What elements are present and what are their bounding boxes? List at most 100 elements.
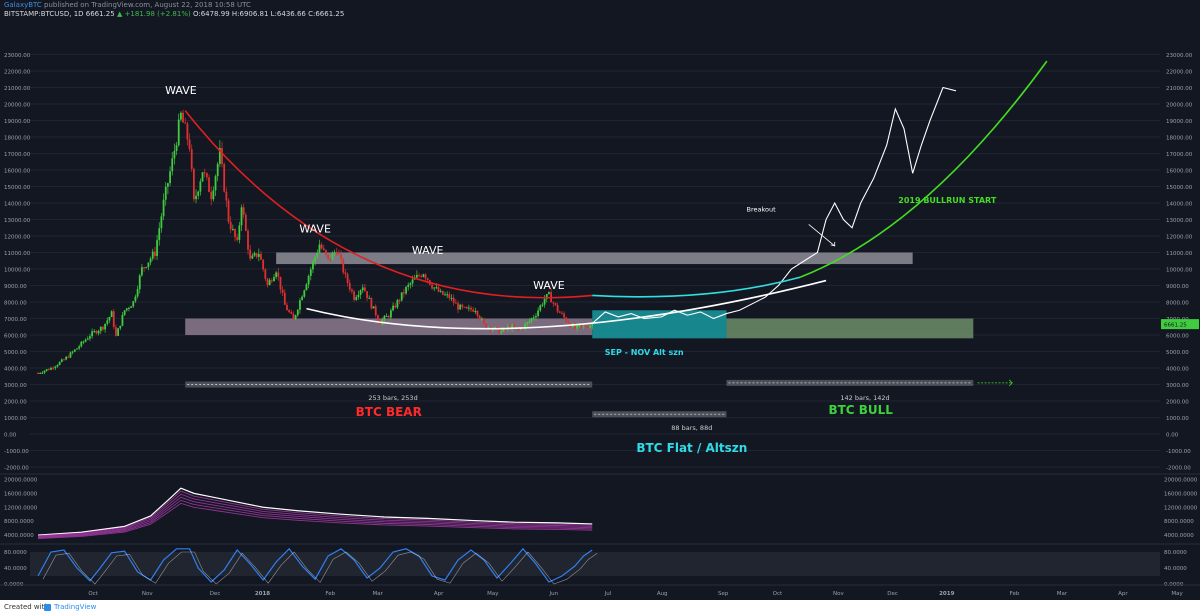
candle-body <box>340 254 342 260</box>
ind1-tick-left: 12000.0000 <box>4 505 38 511</box>
candle-body <box>188 139 191 150</box>
stoch-k-line <box>37 547 593 583</box>
x-tick-label: Nov <box>833 591 844 597</box>
candle-body <box>89 336 91 339</box>
candle-body <box>208 177 210 192</box>
y-tick-label-right: 1000.00 <box>1166 416 1189 422</box>
y-tick-label-left: 11000.00 <box>4 251 31 257</box>
candle-body <box>342 259 345 273</box>
candle-body <box>394 305 397 308</box>
candle-body <box>554 303 557 305</box>
candle-body <box>177 119 180 146</box>
candle-body <box>231 228 234 230</box>
candle-body <box>325 249 327 255</box>
candle-body <box>121 314 124 326</box>
candle-body <box>409 283 412 285</box>
candle-body <box>82 341 85 343</box>
x-tick-label: 2018 <box>255 591 270 597</box>
candle-body <box>435 287 438 289</box>
candle-body <box>316 252 319 257</box>
candle-body <box>424 274 427 279</box>
candle-body <box>355 297 358 300</box>
y-tick-label-right: 10000.00 <box>1166 268 1193 274</box>
candle-body <box>299 300 301 310</box>
tradingview-brand[interactable]: TradingView <box>54 603 97 611</box>
candle-body <box>201 172 204 182</box>
y-tick-label-left: 20000.00 <box>4 103 31 109</box>
candle-body <box>452 297 455 303</box>
x-tick-label: Jun <box>549 591 559 597</box>
candle-body <box>192 168 195 200</box>
candle-body <box>288 310 291 312</box>
candle-body <box>292 313 295 320</box>
candle-body <box>426 278 429 281</box>
y-tick-label-left: 23000.00 <box>4 53 31 59</box>
y-tick-label-right: 12000.00 <box>1166 235 1193 241</box>
candle-body <box>407 284 410 287</box>
candle-body <box>565 317 568 322</box>
y-tick-label-right: 16000.00 <box>1166 169 1193 175</box>
y-tick-label-left: 10000.00 <box>4 268 31 274</box>
y-tick-label-left: 8000.00 <box>4 301 27 307</box>
candle-body <box>132 301 135 307</box>
candle-body <box>255 253 258 257</box>
x-tick-label: May <box>487 591 499 597</box>
candle-body <box>223 164 226 192</box>
candle-body <box>543 298 546 305</box>
candle-body <box>171 158 174 172</box>
y-tick-label-right: 4000.00 <box>1166 367 1189 373</box>
candle-body <box>108 317 111 321</box>
y-tick-label-left: 0.00 <box>4 433 17 439</box>
candle-body <box>474 310 477 312</box>
candle-body <box>372 306 375 309</box>
candle-body <box>582 325 585 327</box>
candle-body <box>123 310 126 315</box>
candle-body <box>344 272 347 275</box>
candle-body <box>212 190 215 200</box>
x-tick-label: Nov <box>142 591 153 597</box>
candle-body <box>117 328 120 336</box>
y-tick-label-left: 9000.00 <box>4 284 27 290</box>
candle-body <box>50 367 52 370</box>
ind1-line <box>37 490 593 537</box>
candle-body <box>167 183 169 187</box>
candle-body <box>56 365 59 367</box>
candle-body <box>359 290 362 295</box>
y-tick-label-right: 8000.00 <box>1166 301 1189 307</box>
y-tick-label-right: 11000.00 <box>1166 251 1193 257</box>
candle-body <box>556 304 559 312</box>
annotation-bullrun: 2019 BULLRUN START <box>898 196 997 205</box>
candle-body <box>110 311 113 318</box>
chart-header: GalaxyBTC published on TradingView.com, … <box>0 0 1200 20</box>
ind1-tick-right: 8000.0000 <box>1164 519 1194 525</box>
y-tick-label-right: 2000.00 <box>1166 400 1189 406</box>
candle-body <box>329 258 332 260</box>
candle-body <box>476 310 479 316</box>
price-chart[interactable]: 23000.00 23000.00 22000.00 22000.00 21000.00… <box>0 20 1200 600</box>
candle-body <box>39 372 42 374</box>
candle-body <box>465 306 468 309</box>
candle-body <box>197 191 200 196</box>
annotation-btc_flat: BTC Flat / Altszn <box>636 441 747 455</box>
candle-body <box>210 191 213 200</box>
cyan-curve <box>592 276 801 298</box>
ind1-tick-right: 4000.0000 <box>1164 533 1194 539</box>
ind2-tick-left: 40.0000 <box>4 566 27 572</box>
candle-body <box>199 181 202 192</box>
candle-body <box>383 315 386 320</box>
candle-body <box>402 292 405 294</box>
candle-body <box>485 323 488 328</box>
annotation-breakout: Breakout <box>747 205 777 213</box>
candle-body <box>433 287 436 289</box>
publisher-name[interactable]: GalaxyBTC <box>4 1 42 9</box>
y-tick-label-right: 22000.00 <box>1166 70 1193 76</box>
candle-body <box>143 267 145 269</box>
candle-body <box>283 292 286 305</box>
candle-body <box>448 294 451 299</box>
candle-body <box>257 253 260 257</box>
candle-body <box>431 284 433 289</box>
last-price-badge <box>1161 319 1199 330</box>
x-tick-label: Jul <box>604 591 612 597</box>
candle-body <box>141 267 143 276</box>
candle-body <box>305 284 308 291</box>
